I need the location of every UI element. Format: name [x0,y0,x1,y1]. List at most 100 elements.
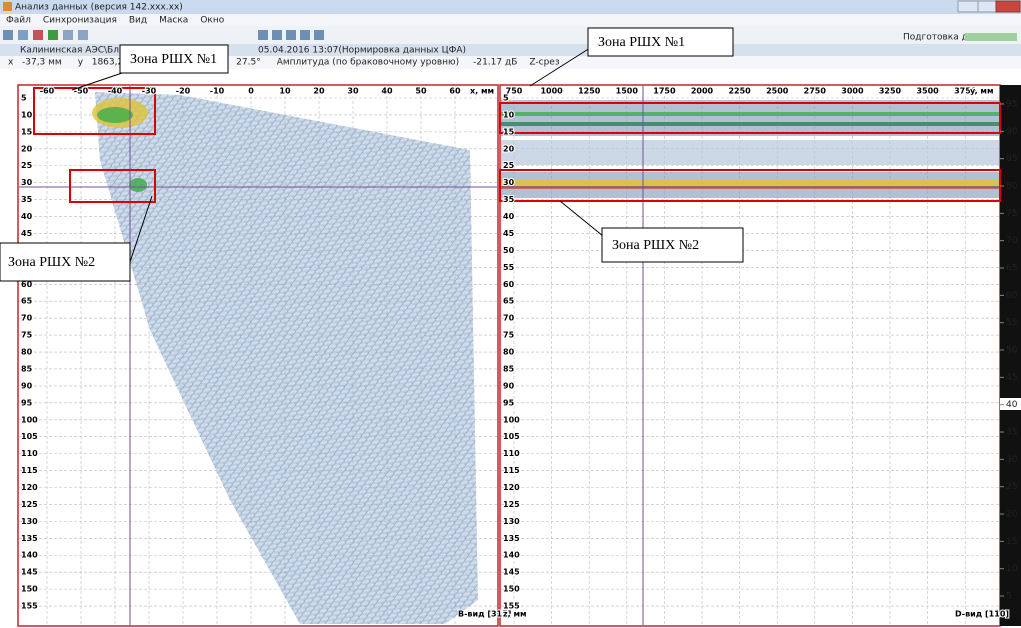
z-tick-label: 115 [21,466,38,475]
scale-tick-label: 70 [1006,236,1018,246]
x-tick-label: -60 [40,87,55,96]
z-tick-label: 15 [21,127,33,136]
z-tick-label: 80 [21,348,33,357]
indication [129,178,147,192]
coord-value: -37,3 мм [22,58,62,68]
z-tick-label: 100 [21,415,38,424]
d-scan-panel [500,85,1000,626]
x-tick-label: 30 [347,87,359,96]
menu-item[interactable]: Маска [159,16,188,26]
tool-icon[interactable] [258,30,268,40]
tool-icon[interactable] [314,30,324,40]
z-tick-label: 5 [503,94,509,103]
scale-tick-label: 75 [1006,209,1017,219]
z-tick-label: 110 [21,449,38,458]
x-tick-label: -20 [176,87,191,96]
x-tick-label: -30 [142,87,157,96]
z-tick-label: 135 [503,534,520,543]
scale-tick-label: 45 [1006,373,1017,383]
tool-icon[interactable] [3,30,13,40]
d-scan-y-label: y, мм [970,87,994,96]
z-tick-label: 55 [503,263,515,272]
menu-item[interactable]: Синхронизация [43,16,117,26]
z-tick-label: 100 [503,415,520,424]
tool-icon[interactable] [78,30,88,40]
z-tick-label: 85 [21,364,33,373]
scale-tick-label: 95 [1006,100,1017,110]
y-tick-label: 2000 [691,87,714,96]
maximize[interactable] [978,1,996,12]
d-scan-caption: D-вид [110] [955,610,1009,619]
z-tick-label: 15 [503,127,515,136]
z-tick-label: 30 [503,178,515,187]
scale-tick-label: 15 [1006,537,1017,547]
scale-tick-label: 5 [1006,592,1012,602]
z-tick-label: 130 [503,517,520,526]
z-tick-label: 45 [21,229,33,238]
z-tick-label: 50 [503,246,515,255]
toolbar [0,26,1021,44]
y-tick-label: 1750 [653,87,676,96]
z-tick-label: 10 [503,110,515,119]
amplitude-value: -21.17 дБ [473,58,517,68]
coord-axis: x [8,58,14,68]
menu-item[interactable]: Окно [200,16,224,26]
z-tick-label: 115 [503,466,520,475]
tool-icon[interactable] [300,30,310,40]
b-scan-x-label: x, мм [470,87,494,96]
z-tick-label: 120 [21,483,38,492]
callout-text: Зона РШХ №1 [130,52,217,67]
document-date: 05.04.2016 13:07(Нормировка данных ЦФА) [258,46,466,56]
z-tick-label: 150 [21,585,38,594]
scale-tick-label: 55 [1006,318,1017,328]
z-tick-label: 35 [503,195,515,204]
tool-icon[interactable] [63,30,73,40]
y-tick-label: 3000 [841,87,864,96]
z-tick-label: 125 [21,500,38,509]
scale-tick-label: 90 [1006,127,1018,137]
z-tick-label: 145 [503,568,520,577]
y-tick-label: 1500 [616,87,639,96]
menu-item[interactable]: Файл [6,16,31,26]
x-tick-label: -50 [74,87,89,96]
callout-text: Зона РШХ №2 [8,255,95,270]
indication [97,107,133,123]
z-tick-label: 40 [21,212,33,221]
slice-select: Z-срез [529,58,559,68]
tool-icon[interactable] [48,30,58,40]
close[interactable] [996,1,1020,12]
tool-icon[interactable] [33,30,43,40]
d-scan-z-label: z, мм [503,610,527,619]
scale-tick-label: 30 [1006,455,1018,465]
callout-text: Зона РШХ №2 [612,238,699,253]
z-tick-label: 120 [503,483,520,492]
scale-tick-label: 20 [1006,510,1018,520]
z-tick-label: 90 [503,381,515,390]
menu-item[interactable]: Вид [129,16,147,26]
d-scan-band [501,180,999,185]
tool-icon[interactable] [272,30,282,40]
x-tick-label: 10 [279,87,291,96]
z-tick-label: 65 [503,297,515,306]
window-title: Анализ данных (версия 142.xxx.xx) [15,3,183,13]
z-tick-label: 95 [21,398,33,407]
z-tick-label: 135 [21,534,38,543]
z-tick-label: 35 [21,195,33,204]
z-tick-label: 10 [21,110,33,119]
minimize[interactable] [958,1,978,12]
z-tick-label: 80 [503,348,515,357]
tool-icon[interactable] [18,30,28,40]
d-scan-band [501,112,999,116]
scale-tick-label: 80 [1006,182,1018,192]
x-tick-label: 50 [415,87,427,96]
tool-icon[interactable] [286,30,296,40]
z-tick-label: 40 [503,212,515,221]
z-tick-label: 75 [21,331,33,340]
z-tick-label: 130 [21,517,38,526]
z-tick-label: 45 [503,229,515,238]
z-tick-label: 125 [503,500,520,509]
z-tick-label: 5 [21,94,27,103]
scale-tick-label: 10 [1006,564,1018,574]
d-scan-band [501,140,999,165]
progress-bar [965,33,1017,41]
